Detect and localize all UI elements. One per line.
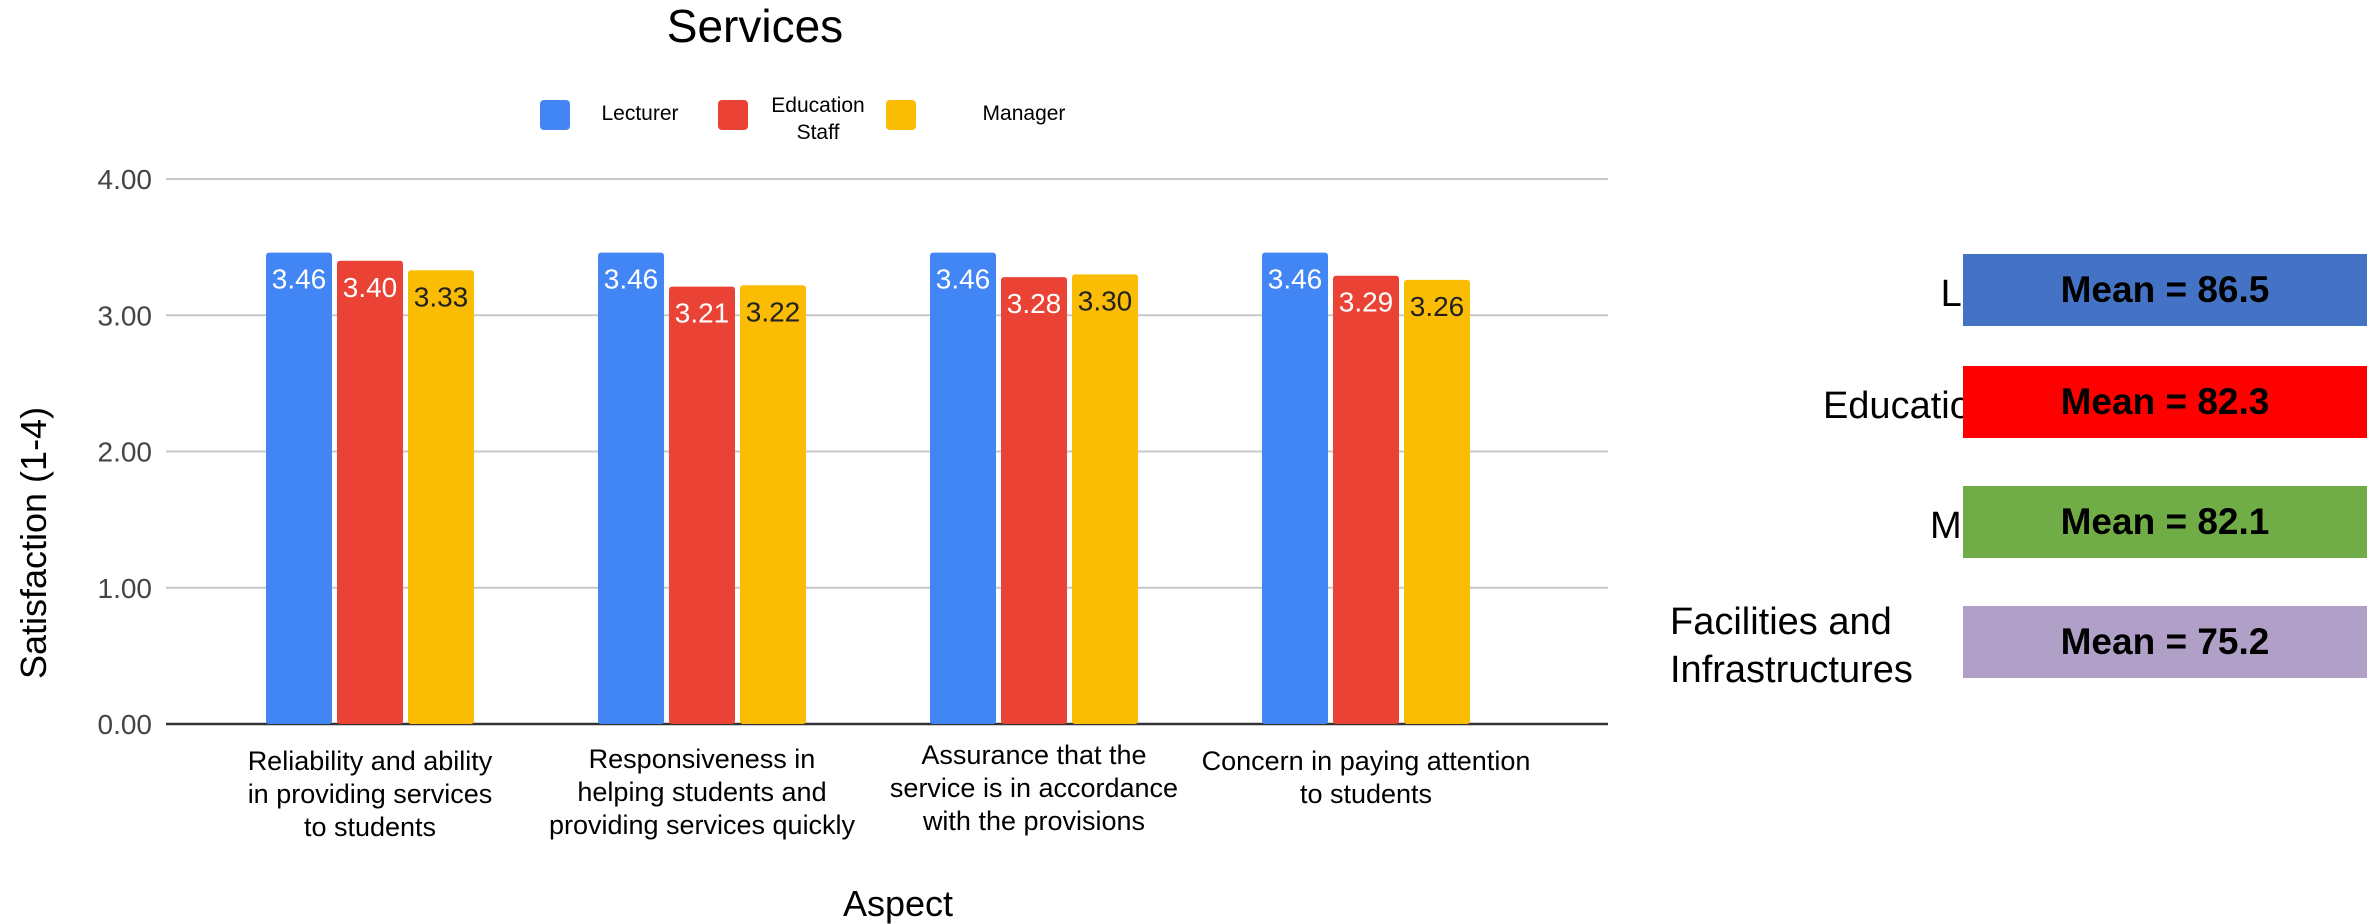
bar [1001,277,1067,724]
mean-value-box: Mean = 82.1 [1963,486,2367,558]
legend-swatch [718,100,748,130]
category-label: Reliability and ability in providing serv… [248,746,493,842]
bars [266,252,1470,724]
bar [1404,279,1470,724]
data-label: 3.26 [1410,291,1465,322]
y-tick-label: 0.00 [98,709,153,740]
chart-title: Services [667,0,843,52]
bar [740,285,806,724]
bar [598,252,664,724]
data-label: 3.29 [1339,287,1394,318]
mean-row: Education Staff Mean = 82.3 [1620,366,2370,438]
mean-row: LecturerMean = 86.5 [1620,254,2370,326]
mean-group-label: Facilities and Infrastructures [1670,601,1913,691]
bar [408,270,474,724]
data-labels: 3.46 3.46 3.46 3.46 3.40 3.21 3.28 3.29 3.33 3.22… [272,264,1465,329]
legend-label: Manager [983,102,1066,125]
y-tick-label: 4.00 [98,164,153,195]
y-tick-label: 1.00 [98,573,153,604]
category-label: Responsiveness in helping students and pro… [549,744,856,840]
data-label: 3.40 [343,272,398,303]
legend-label: Lecturer [601,102,678,125]
x-axis-label: Aspect [843,883,953,924]
data-label: 3.28 [1007,288,1062,319]
y-tick-label: 3.00 [98,300,153,331]
data-label: 3.46 [1268,264,1323,295]
legend-swatch [886,100,916,130]
data-label: 3.46 [272,264,327,295]
data-label: 3.21 [675,298,730,329]
legend-swatch [540,100,570,130]
legend-label: Education Staff [771,94,864,144]
bar [930,252,996,724]
bar [337,260,403,724]
category-label: Assurance that the service is in accordan… [890,740,1178,836]
data-label: 3.22 [746,296,801,327]
bar [1333,275,1399,724]
bar [1072,274,1138,724]
mean-value-box: Mean = 86.5 [1963,254,2367,326]
mean-value-box: Mean = 75.2 [1963,606,2367,678]
mean-row: Facilities and Infrastructures Mean = 75.2 [1620,601,2370,691]
bar [266,252,332,724]
y-axis-ticks: 0.00 1.00 2.00 3.00 4.00 [98,164,153,740]
bar [1262,252,1328,724]
data-label: 3.33 [414,281,469,312]
bar [669,286,735,724]
legend: Lecturer Education Staff Manager [540,94,1065,144]
data-label: 3.30 [1078,285,1133,316]
category-labels: Reliability and ability in providing serv… [248,740,1531,842]
y-axis-label: Satisfaction (1-4) [13,407,54,679]
mean-value-box: Mean = 82.3 [1963,366,2367,438]
category-label: Concern in paying attention to students [1202,746,1531,809]
y-tick-label: 2.00 [98,437,153,468]
data-label: 3.46 [936,264,991,295]
mean-row: ManagerMean = 82.1 [1620,486,2370,558]
data-label: 3.46 [604,264,659,295]
